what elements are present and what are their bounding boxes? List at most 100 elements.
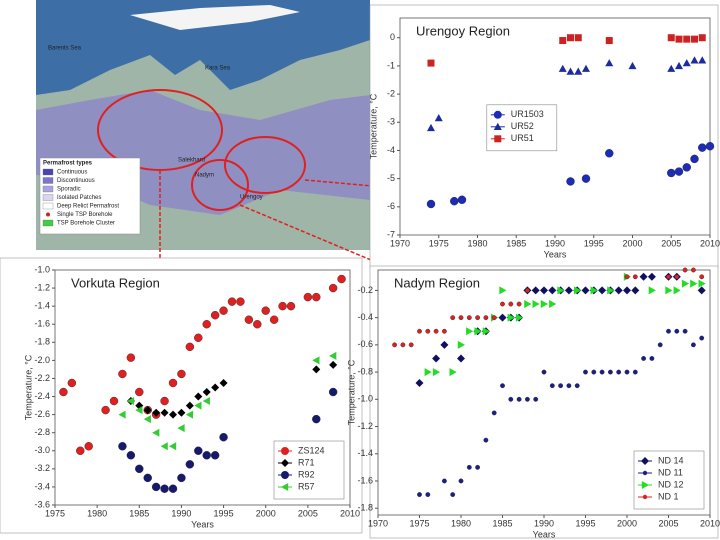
point <box>564 286 573 295</box>
y-tick-label: -3.0 <box>34 445 50 455</box>
point <box>483 437 489 443</box>
point <box>525 396 530 402</box>
point <box>457 340 465 349</box>
point <box>540 286 548 295</box>
x-tick-label: 1970 <box>390 238 410 248</box>
y-axis-label: Temperature, °C <box>346 359 356 425</box>
point <box>425 328 431 334</box>
point <box>427 123 435 132</box>
chart-title: Nadym Region <box>394 275 480 290</box>
point <box>475 315 480 321</box>
point <box>433 328 439 334</box>
place-label: Salekhard <box>178 158 205 164</box>
point <box>641 481 649 489</box>
point <box>278 301 287 311</box>
point <box>508 301 514 307</box>
legend-swatch <box>42 219 54 227</box>
point <box>126 451 136 460</box>
x-tick-label: 1995 <box>214 508 234 518</box>
point <box>244 315 254 324</box>
point <box>493 122 502 130</box>
point <box>516 301 522 307</box>
y-tick-label: -1.6 <box>34 319 50 329</box>
point <box>666 274 671 280</box>
y-tick-label: -3 <box>387 117 395 127</box>
x-tick-label: 2010 <box>700 238 720 248</box>
point <box>425 492 431 497</box>
point <box>574 383 580 389</box>
y-tick-label: -1.4 <box>357 448 373 458</box>
point <box>440 340 449 349</box>
point <box>84 442 93 451</box>
point <box>253 320 262 329</box>
point <box>598 286 607 295</box>
y-tick-label: -1.4 <box>34 301 50 311</box>
legend-label: UR51 <box>511 133 534 143</box>
point <box>681 279 690 288</box>
legend-label: ZS124 <box>298 445 325 455</box>
x-tick-label: 1980 <box>467 238 487 248</box>
point <box>591 369 597 375</box>
region-circle <box>191 159 249 211</box>
chart-title: Vorkuta Region <box>71 275 160 290</box>
point <box>690 56 699 64</box>
point <box>682 328 688 334</box>
point <box>541 369 547 375</box>
point <box>691 35 698 43</box>
point <box>152 428 160 437</box>
y-tick-label: -1.8 <box>34 337 50 347</box>
point <box>540 300 548 309</box>
point <box>408 342 414 348</box>
point <box>160 484 169 493</box>
y-tick-label: -2.4 <box>34 391 50 401</box>
point <box>219 306 228 315</box>
point <box>427 59 435 67</box>
point <box>194 333 203 342</box>
legend-label: Single TSP Borehole <box>57 212 113 218</box>
point <box>549 383 555 389</box>
y-tick-label: -3.4 <box>34 481 50 491</box>
point <box>392 342 397 348</box>
point <box>329 351 337 360</box>
point <box>415 378 424 387</box>
x-tick-label: 1970 <box>368 518 388 528</box>
point <box>607 286 615 295</box>
legend-label: Continuous <box>57 170 87 176</box>
x-tick-label: 1995 <box>575 518 595 528</box>
point <box>649 356 655 361</box>
y-tick-label: -1.0 <box>34 264 50 274</box>
point <box>498 313 507 322</box>
y-tick-label: -3.2 <box>34 463 50 473</box>
point <box>337 274 346 284</box>
point <box>628 61 637 70</box>
point <box>457 354 465 363</box>
point <box>101 405 110 415</box>
point <box>303 292 313 302</box>
point <box>608 369 613 375</box>
chart-panel <box>369 4 719 269</box>
point <box>417 328 422 334</box>
point <box>665 286 673 295</box>
legend-label: Sporadic <box>57 187 81 193</box>
point <box>185 460 195 469</box>
point <box>666 328 671 334</box>
point <box>177 408 186 417</box>
point <box>135 387 144 397</box>
x-tick-label: 1975 <box>429 238 449 248</box>
y-tick-label: -1.2 <box>34 282 50 292</box>
point <box>574 67 583 75</box>
point <box>641 457 649 465</box>
x-tick-label: 1990 <box>545 238 565 248</box>
x-tick-label: 1980 <box>451 518 471 528</box>
point <box>194 401 202 410</box>
point <box>269 315 279 324</box>
point <box>533 396 539 402</box>
point <box>328 387 338 397</box>
point <box>434 114 443 122</box>
point <box>667 168 676 178</box>
point <box>261 306 270 315</box>
y-axis-label: Temperature, °C <box>23 354 33 420</box>
y-tick-label: -5 <box>387 173 395 183</box>
point <box>698 143 707 152</box>
